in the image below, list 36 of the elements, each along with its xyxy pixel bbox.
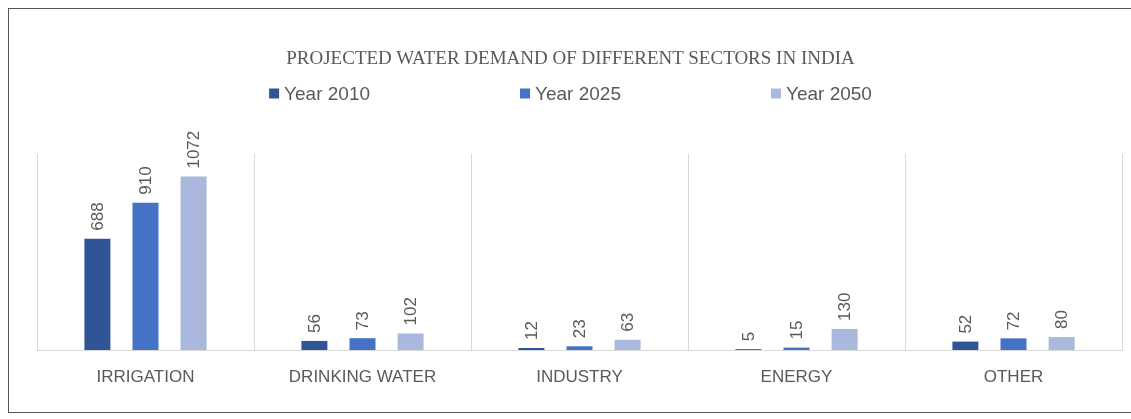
data-label: 1072 [184, 130, 204, 169]
bar [301, 340, 328, 350]
data-label: 73 [353, 311, 372, 331]
data-label: 688 [87, 202, 107, 231]
data-label: 56 [304, 314, 324, 333]
bar [349, 338, 376, 350]
bar [180, 176, 207, 350]
x-tick-label: DRINKING WATER [288, 367, 437, 386]
bar [84, 238, 111, 350]
bar [952, 341, 979, 350]
legend-label: Year 2025 [535, 83, 621, 104]
data-label: 130 [835, 292, 855, 321]
data-label: 63 [618, 312, 638, 332]
data-label: 23 [570, 319, 589, 339]
data-label: 52 [955, 314, 975, 334]
data-label: 72 [1004, 311, 1023, 331]
x-tick-label: ENERGY [760, 367, 833, 386]
bar [566, 346, 593, 350]
bar [397, 333, 424, 350]
bar [831, 328, 858, 350]
bar [614, 339, 641, 350]
legend-label: Year 2010 [284, 83, 371, 104]
bar [132, 202, 159, 350]
data-label: 15 [787, 320, 806, 340]
data-label: 910 [136, 166, 155, 195]
bar [1048, 337, 1075, 350]
data-label: 5 [738, 331, 758, 342]
data-label: 12 [521, 321, 541, 341]
x-tick-label: OTHER [983, 367, 1044, 386]
data-label: 102 [401, 297, 421, 326]
bar [1000, 338, 1027, 350]
legend-label: Year 2050 [785, 83, 872, 104]
chart-title: PROJECTED WATER DEMAND OF DIFFERENT SECTORS IN INDIA [286, 47, 855, 68]
x-tick-label: IRRIGATION [96, 367, 195, 386]
x-tick-label: INDUSTRY [536, 367, 623, 386]
data-label: 80 [1052, 310, 1072, 330]
